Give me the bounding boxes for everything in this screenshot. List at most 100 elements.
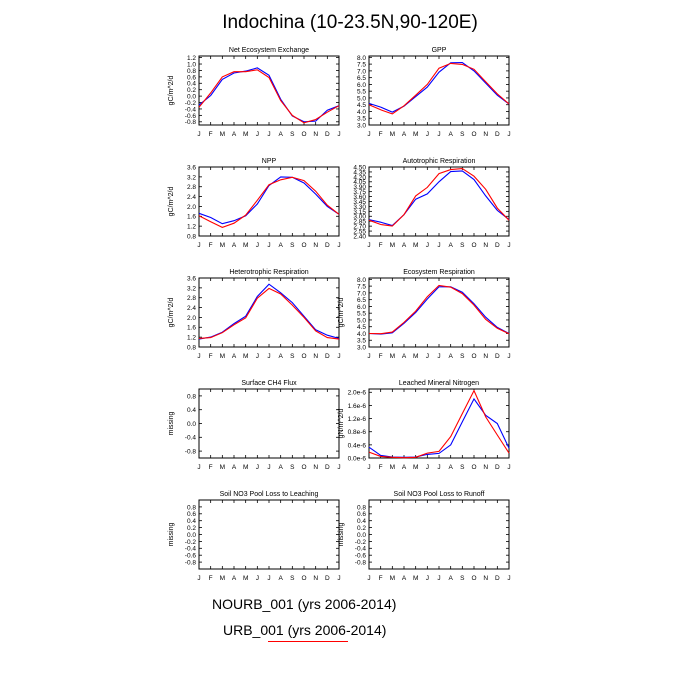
y-tick-label: 6.0 [357, 82, 366, 89]
x-tick-label: J [507, 131, 510, 138]
plot-frame [368, 388, 510, 459]
x-tick-label: J [197, 575, 200, 582]
x-tick-label: J [437, 131, 440, 138]
x-tick-label: M [413, 464, 418, 471]
x-tick-label: M [390, 242, 395, 249]
x-tick-label: J [426, 242, 429, 249]
x-tick-label: N [313, 242, 318, 249]
x-tick-label: F [209, 242, 213, 249]
x-tick-label: J [426, 575, 429, 582]
x-tick-label: M [243, 464, 248, 471]
x-tick-label: J [367, 131, 370, 138]
x-tick-label: J [337, 131, 340, 138]
x-tick-label: D [495, 131, 500, 138]
x-tick-label: A [278, 131, 283, 138]
plot-frame [368, 499, 510, 570]
series-line-urb [368, 62, 510, 115]
series-line-nourb [198, 67, 340, 123]
x-tick-label: S [290, 353, 295, 360]
y-tick-label: -0.4 [355, 546, 367, 553]
x-tick-label: J [267, 242, 270, 249]
y-tick-label: 3.6 [187, 164, 196, 171]
y-tick-label: 3.5 [357, 338, 366, 345]
panel-8: Soil NO3 Pool Loss to Leaching missing -0.… [168, 491, 341, 582]
y-tick-label: -0.6 [185, 553, 197, 560]
panel-0: Net Ecosystem ExchangegC/m^2/d-0.8-0.6-0… [168, 47, 341, 138]
x-tick-label: A [402, 464, 407, 471]
x-tick-label: F [379, 131, 383, 138]
y-tick-label: 8.0 [357, 277, 366, 284]
y-axis-label: gC/m^2/d [168, 187, 175, 217]
x-tick-label: J [267, 575, 270, 582]
x-tick-label: M [243, 575, 248, 582]
plot-frame [198, 55, 340, 126]
y-tick-label: -0.8 [185, 560, 197, 567]
y-tick-label: 4.0 [357, 331, 366, 338]
x-tick-label: J [197, 464, 200, 471]
y-axis-label: missing [338, 523, 345, 547]
x-tick-label: O [471, 131, 476, 138]
y-tick-label: 2.4 [187, 194, 196, 201]
y-tick-label: 0.4 [187, 518, 196, 525]
legend-entry-urb: URB_001 (yrs 2006-2014) [223, 622, 386, 638]
x-tick-label: J [337, 242, 340, 249]
y-tick-label: 2.8 [187, 184, 196, 191]
x-tick-label: J [256, 575, 259, 582]
x-tick-label: O [471, 575, 476, 582]
y-tick-label: 5.0 [357, 317, 366, 324]
x-tick-label: N [483, 242, 488, 249]
y-axis-label: missing [168, 523, 175, 547]
x-tick-label: D [325, 464, 330, 471]
y-tick-label: 3.0 [357, 344, 366, 351]
x-tick-label: M [243, 131, 248, 138]
series-line-nourb [368, 170, 510, 227]
x-tick-label: J [437, 575, 440, 582]
panel-9: Soil NO3 Pool Loss to Runoffmissing-0.8-… [338, 491, 511, 582]
x-tick-label: O [471, 353, 476, 360]
x-tick-label: J [437, 242, 440, 249]
x-tick-label: M [220, 242, 225, 249]
panel-7: Leached Mineral Nitrogen gN/m^2/d 0.0e-6 0.… [338, 380, 511, 471]
x-tick-label: J [507, 353, 510, 360]
y-tick-label: 2.40 [353, 233, 366, 240]
x-tick-label: D [495, 242, 500, 249]
y-tick-label: 2.4 [187, 305, 196, 312]
x-tick-label: J [507, 464, 510, 471]
x-tick-label: M [413, 131, 418, 138]
y-tick-label: 3.5 [357, 116, 366, 123]
y-tick-label: 1.2e-6 [348, 416, 367, 423]
panel-title: Ecosystem Respiration [403, 269, 475, 276]
y-tick-label: 2.55 [353, 228, 366, 235]
series-line-urb [368, 284, 510, 335]
x-tick-label: A [448, 131, 453, 138]
y-tick-label: 3.45 [353, 199, 366, 206]
x-tick-label: D [495, 575, 500, 582]
y-tick-label: 1.2 [187, 224, 196, 231]
series-line-nourb [368, 61, 510, 113]
panel-6: Surface CH4 Flux missing -0.8 -0.4 0.0 0.4 0.8… [168, 380, 341, 471]
x-tick-label: M [390, 131, 395, 138]
series-line-urb [198, 287, 340, 340]
x-tick-label: A [402, 353, 407, 360]
y-tick-label: 2.0e-6 [348, 390, 367, 397]
panel-title: Autotrophic Respiration [403, 158, 476, 165]
y-tick-label: 2.8 [187, 295, 196, 302]
x-tick-label: J [256, 464, 259, 471]
panel-title: Soil NO3 Pool Loss to Runoff [394, 491, 485, 498]
y-tick-label: 7.5 [357, 62, 366, 69]
y-tick-label: 1.2 [187, 55, 196, 62]
x-tick-label: J [507, 242, 510, 249]
y-tick-label: 1.6e-6 [348, 403, 367, 410]
x-tick-label: J [267, 353, 270, 360]
y-tick-label: 3.15 [353, 209, 366, 216]
y-tick-label: -0.2 [355, 539, 367, 546]
y-tick-label: 0.2 [187, 87, 196, 94]
x-tick-label: D [325, 242, 330, 249]
x-tick-label: S [290, 575, 295, 582]
x-tick-label: J [367, 575, 370, 582]
y-tick-label: 0.4 [187, 81, 196, 88]
x-tick-label: F [209, 575, 213, 582]
x-tick-label: J [426, 131, 429, 138]
panel-4: Heterotrophic Respiration gC/m^2/d 0.8 1.2 1… [168, 269, 341, 360]
